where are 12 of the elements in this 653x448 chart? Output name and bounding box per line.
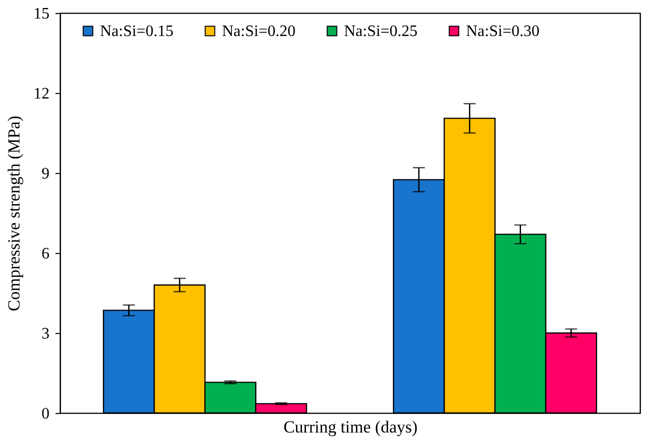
x-axis-title: Curring time (days) xyxy=(283,418,418,436)
legend-label: Na:Si=0.20 xyxy=(222,23,296,40)
legend-label: Na:Si=0.15 xyxy=(100,23,174,40)
y-tick-label: 3 xyxy=(42,326,50,342)
y-tick-label: 9 xyxy=(42,166,50,182)
legend-label: Na:Si=0.25 xyxy=(344,23,418,40)
legend-label: Na:Si=0.30 xyxy=(466,23,540,40)
y-tick-label: 6 xyxy=(42,246,50,262)
y-tick-label: 0 xyxy=(42,406,50,422)
y-tick-label: 15 xyxy=(34,6,50,22)
y-tick-label: 12 xyxy=(34,86,50,102)
y-axis-title: Compressive strength (MPa) xyxy=(4,116,24,312)
